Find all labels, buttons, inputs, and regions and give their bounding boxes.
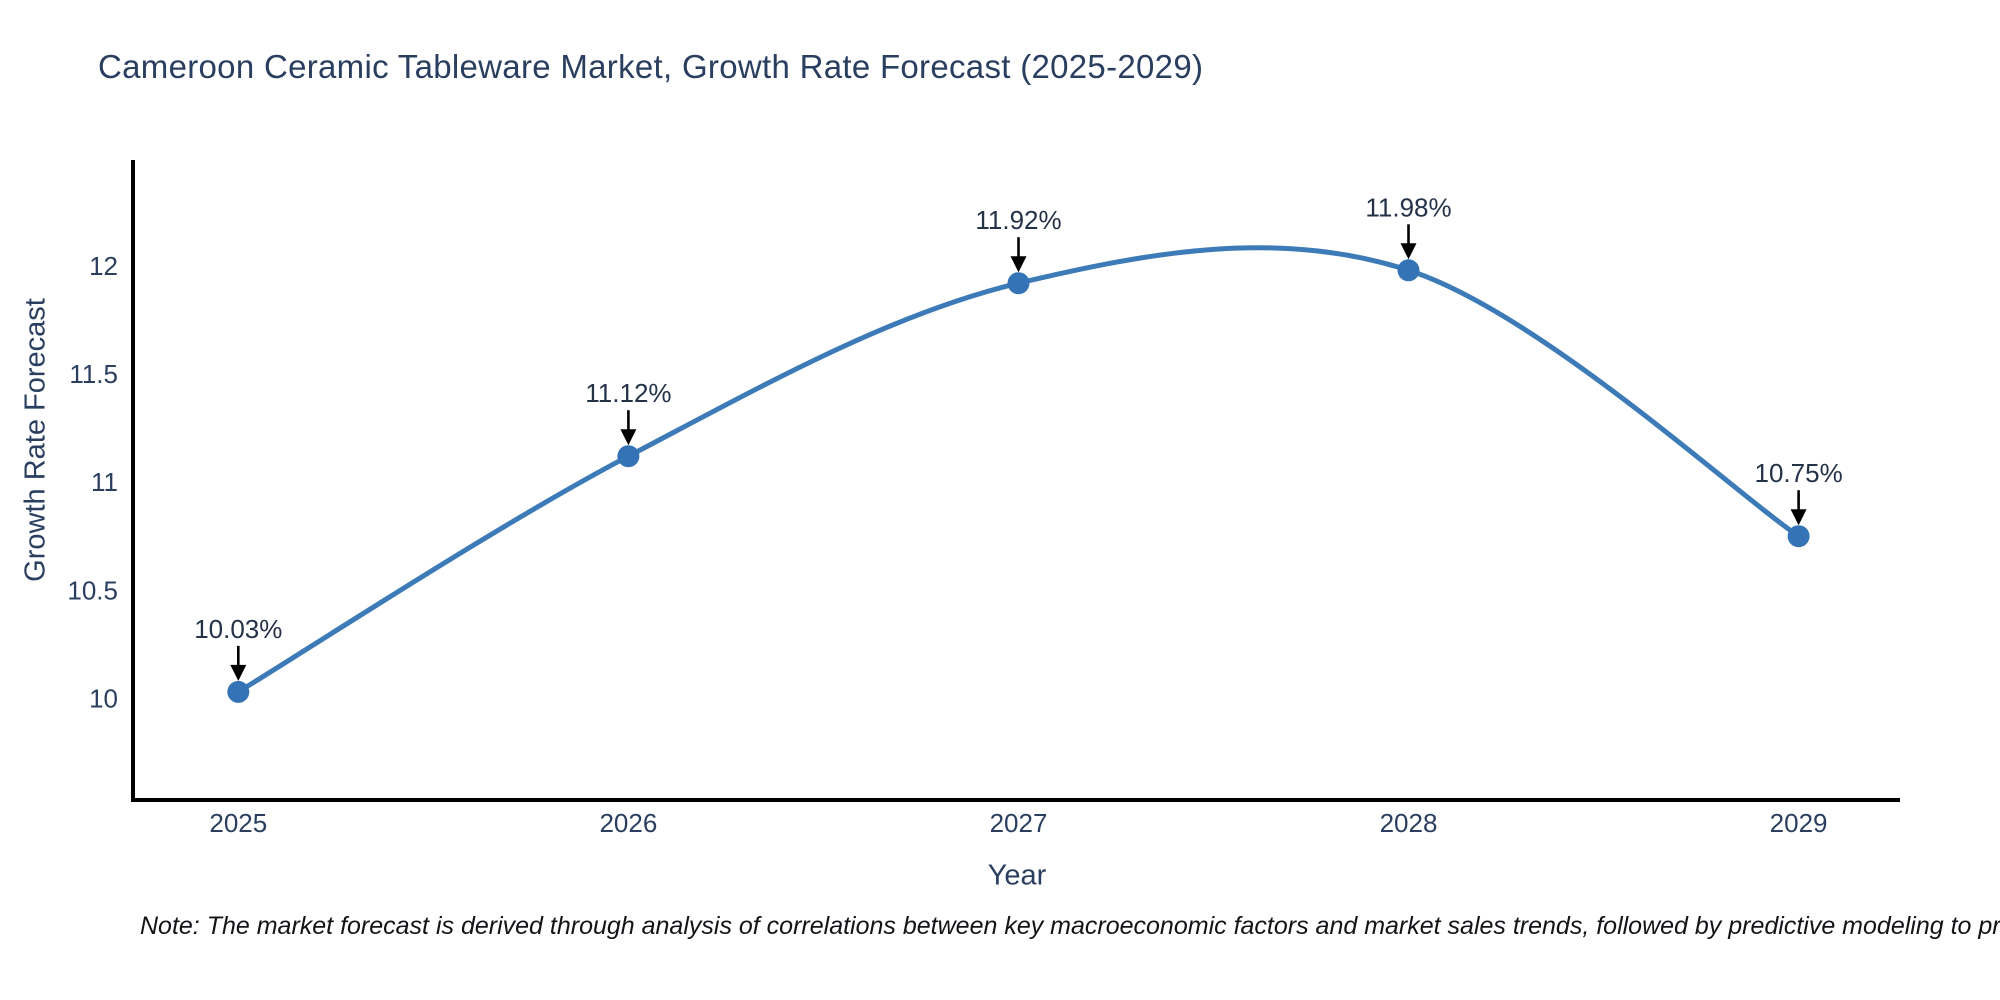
data-point-marker xyxy=(617,445,640,468)
annotation-arrowhead-icon xyxy=(620,429,637,446)
data-point-marker xyxy=(1787,525,1810,548)
x-tick-label: 2028 xyxy=(1380,808,1438,838)
data-point-label: 11.92% xyxy=(975,205,1061,235)
annotation-arrowhead-icon xyxy=(1400,243,1417,260)
y-tick-label: 10 xyxy=(89,683,118,713)
x-tick-label: 2027 xyxy=(990,808,1048,838)
x-axis-title: Year xyxy=(987,859,1047,892)
x-tick-label: 2026 xyxy=(599,808,657,838)
data-point-label: 11.12% xyxy=(585,378,671,408)
data-point-label: 10.75% xyxy=(1755,458,1843,488)
annotation-arrowhead-icon xyxy=(1790,509,1807,526)
x-tick-label: 2029 xyxy=(1770,808,1828,838)
data-point-marker xyxy=(1007,272,1030,295)
annotation-arrowhead-icon xyxy=(230,664,247,681)
chart-title: Cameroon Ceramic Tableware Market, Growt… xyxy=(98,48,1204,85)
forecast-line xyxy=(235,245,1802,695)
data-point-marker xyxy=(227,680,250,703)
annotation-arrowhead-icon xyxy=(1010,256,1027,273)
data-point-marker xyxy=(1397,259,1420,282)
data-point-label: 11.98% xyxy=(1365,192,1451,222)
data-point-label: 10.03% xyxy=(194,614,282,644)
footnote: Note: The market forecast is derived thr… xyxy=(140,912,2000,940)
y-tick-label: 10.5 xyxy=(67,575,118,605)
y-tick-label: 12 xyxy=(89,251,118,281)
x-tick-label: 2025 xyxy=(209,808,267,838)
y-tick-label: 11 xyxy=(91,467,118,497)
y-axis-title: Growth Rate Forecast xyxy=(19,298,52,582)
y-tick-label: 11.5 xyxy=(69,359,118,389)
